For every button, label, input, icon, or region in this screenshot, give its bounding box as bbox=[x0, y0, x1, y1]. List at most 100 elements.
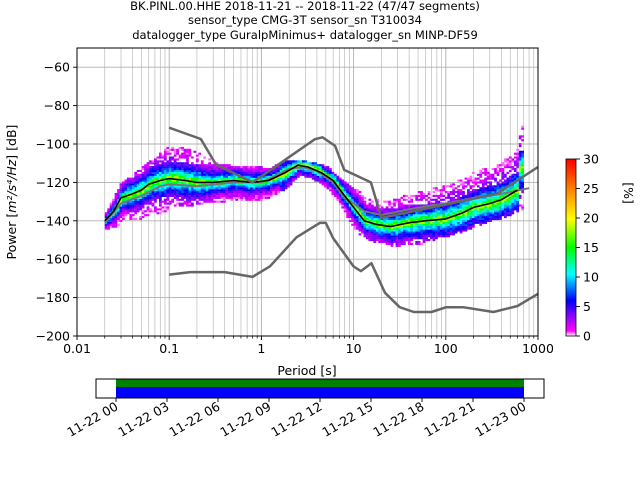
psd-heat-cell bbox=[245, 187, 248, 190]
psd-heat-cell bbox=[405, 233, 409, 236]
psd-heat-cell bbox=[193, 194, 197, 197]
psd-heat-cell bbox=[437, 223, 441, 226]
psd-heat-cell bbox=[481, 216, 485, 219]
psd-heat-cell bbox=[474, 217, 478, 221]
psd-heat-cell bbox=[508, 212, 512, 215]
psd-heat-cell bbox=[346, 194, 350, 197]
psd-heat-cell bbox=[139, 169, 143, 173]
psd-heat-cell bbox=[452, 192, 456, 196]
psd-heat-cell bbox=[506, 214, 510, 217]
psd-heat-cell bbox=[442, 225, 446, 228]
psd-heat-cell bbox=[398, 208, 401, 211]
psd-heat-cell bbox=[402, 223, 406, 226]
psd-heat-cell bbox=[146, 214, 150, 217]
psd-heat-cell bbox=[521, 208, 525, 211]
psd-heat-cell bbox=[240, 191, 244, 194]
psd-heat-cell bbox=[380, 225, 384, 228]
psd-heat-cell bbox=[491, 204, 495, 207]
psd-heat-cell bbox=[267, 173, 271, 176]
psd-heat-cell bbox=[471, 181, 475, 184]
psd-heat-cell bbox=[208, 185, 212, 188]
psd-heat-cell bbox=[496, 206, 500, 209]
psd-heat-cell bbox=[434, 227, 438, 230]
psd-heat-cell bbox=[474, 204, 478, 207]
psd-heat-cell bbox=[252, 177, 256, 180]
psd-heat-cell bbox=[191, 187, 194, 190]
psd-heat-cell bbox=[484, 212, 488, 215]
psd-heat-cell bbox=[277, 191, 281, 194]
psd-heat-cell bbox=[269, 192, 273, 196]
psd-heat-cell bbox=[122, 187, 125, 190]
psd-heat-cell bbox=[469, 194, 473, 197]
psd-heat-cell bbox=[134, 206, 138, 209]
psd-heat-cell bbox=[390, 216, 394, 219]
psd-heat-cell bbox=[158, 212, 162, 215]
psd-heat-cell bbox=[378, 237, 382, 240]
psd-heat-cell bbox=[213, 187, 216, 190]
psd-heat-cell bbox=[518, 137, 522, 140]
psd-heat-cell bbox=[191, 179, 194, 182]
psd-heat-cell bbox=[356, 225, 359, 228]
psd-heat-cell bbox=[398, 221, 401, 224]
psd-heat-cell bbox=[513, 160, 517, 163]
psd-heat-cell bbox=[186, 192, 189, 196]
psd-heat-cell bbox=[390, 231, 394, 234]
timeline-tick-label: 11-22 06 bbox=[166, 399, 222, 440]
psd-heat-cell bbox=[333, 187, 337, 190]
psd-heat-cell bbox=[191, 198, 194, 201]
psd-heat-cell bbox=[326, 169, 330, 173]
psd-heat-cell bbox=[200, 198, 204, 201]
psd-heat-cell bbox=[178, 192, 182, 196]
psd-heat-cell bbox=[230, 168, 234, 171]
psd-heat-cell bbox=[518, 162, 522, 165]
psd-heat-cell bbox=[294, 168, 298, 171]
psd-heat-cell bbox=[474, 194, 478, 197]
psd-heat-cell bbox=[181, 146, 184, 149]
psd-heat-cell bbox=[415, 240, 419, 244]
psd-heat-cell bbox=[205, 192, 209, 196]
psd-heat-cell bbox=[489, 204, 492, 207]
psd-heat-cell bbox=[144, 214, 147, 217]
psd-heat-cell bbox=[351, 223, 354, 226]
psd-heat-cell bbox=[494, 185, 497, 188]
psd-heat-cell bbox=[491, 212, 495, 215]
psd-heat-cell bbox=[402, 239, 406, 242]
psd-heat-cell bbox=[166, 181, 170, 184]
psd-heat-cell bbox=[149, 192, 152, 196]
psd-heat-cell bbox=[178, 171, 182, 174]
psd-heat-cell bbox=[141, 198, 145, 201]
psd-heat-cell bbox=[223, 183, 226, 186]
psd-heat-cell bbox=[499, 168, 502, 171]
psd-heat-cell bbox=[496, 173, 500, 176]
psd-heat-cell bbox=[191, 191, 194, 194]
psd-heat-cell bbox=[205, 169, 209, 173]
psd-heat-cell bbox=[504, 158, 507, 161]
psd-heat-cell bbox=[395, 217, 399, 221]
psd-heat-cell bbox=[459, 196, 463, 199]
psd-heat-cell bbox=[141, 212, 145, 215]
psd-heat-cell bbox=[191, 204, 194, 207]
psd-heat-cell bbox=[518, 179, 522, 182]
psd-heat-cell bbox=[467, 179, 470, 182]
psd-heat-cell bbox=[158, 196, 162, 199]
psd-heat-cell bbox=[210, 171, 214, 174]
psd-heat-cell bbox=[324, 177, 327, 180]
psd-heat-cell bbox=[171, 198, 175, 201]
psd-heat-cell bbox=[220, 189, 224, 192]
psd-heat-cell bbox=[176, 196, 179, 199]
psd-heat-cell bbox=[122, 181, 125, 184]
psd-heat-cell bbox=[484, 183, 488, 186]
psd-heat-cell bbox=[186, 152, 189, 155]
psd-heat-cell bbox=[415, 221, 419, 224]
psd-heat-cell bbox=[380, 212, 384, 215]
psd-heat-cell bbox=[400, 221, 404, 224]
psd-heat-cell bbox=[176, 169, 179, 173]
psd-heat-cell bbox=[171, 148, 175, 151]
psd-heat-cell bbox=[284, 164, 288, 167]
psd-heat-cell bbox=[163, 171, 167, 174]
psd-heat-cell bbox=[491, 185, 495, 188]
psd-heat-cell bbox=[193, 171, 197, 174]
psd-heat-cell bbox=[191, 177, 194, 180]
psd-heat-cell bbox=[151, 210, 155, 213]
